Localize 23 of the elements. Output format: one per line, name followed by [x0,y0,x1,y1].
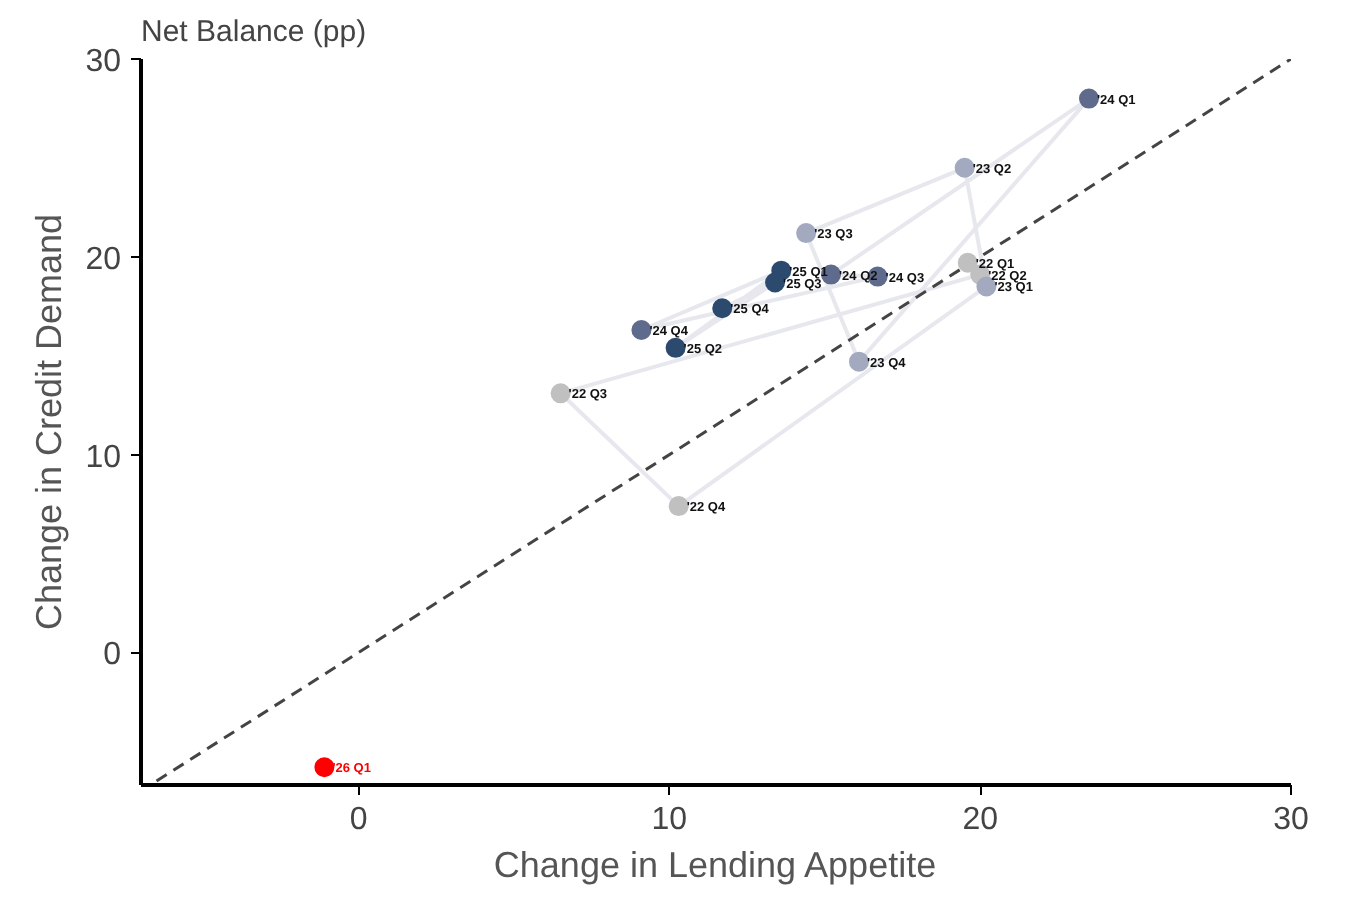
point [957,252,978,273]
point [665,337,686,358]
y-tick-label: 30 [85,45,122,79]
point [314,757,335,778]
x-tick-label: 0 [349,803,368,837]
y-axis-title: Change in Credit Demand [29,213,70,631]
chart-title: Net Balance (pp) [141,15,367,49]
point [1078,88,1099,109]
y-tick-label: 10 [85,440,122,475]
point [796,223,817,244]
point [954,157,975,178]
point [631,320,652,340]
x-tick-label: 30 [1273,803,1309,837]
x-tick-label: 10 [651,803,688,837]
point [848,351,869,372]
point [712,298,733,319]
y-tick-label: 0 [103,638,122,673]
x-axis-title: Change in Lending Appetite [493,845,937,885]
point [550,383,571,404]
x-tick-label: 20 [962,803,999,837]
point [765,272,786,293]
y-tick-label: 20 [85,242,122,277]
point [668,496,689,517]
